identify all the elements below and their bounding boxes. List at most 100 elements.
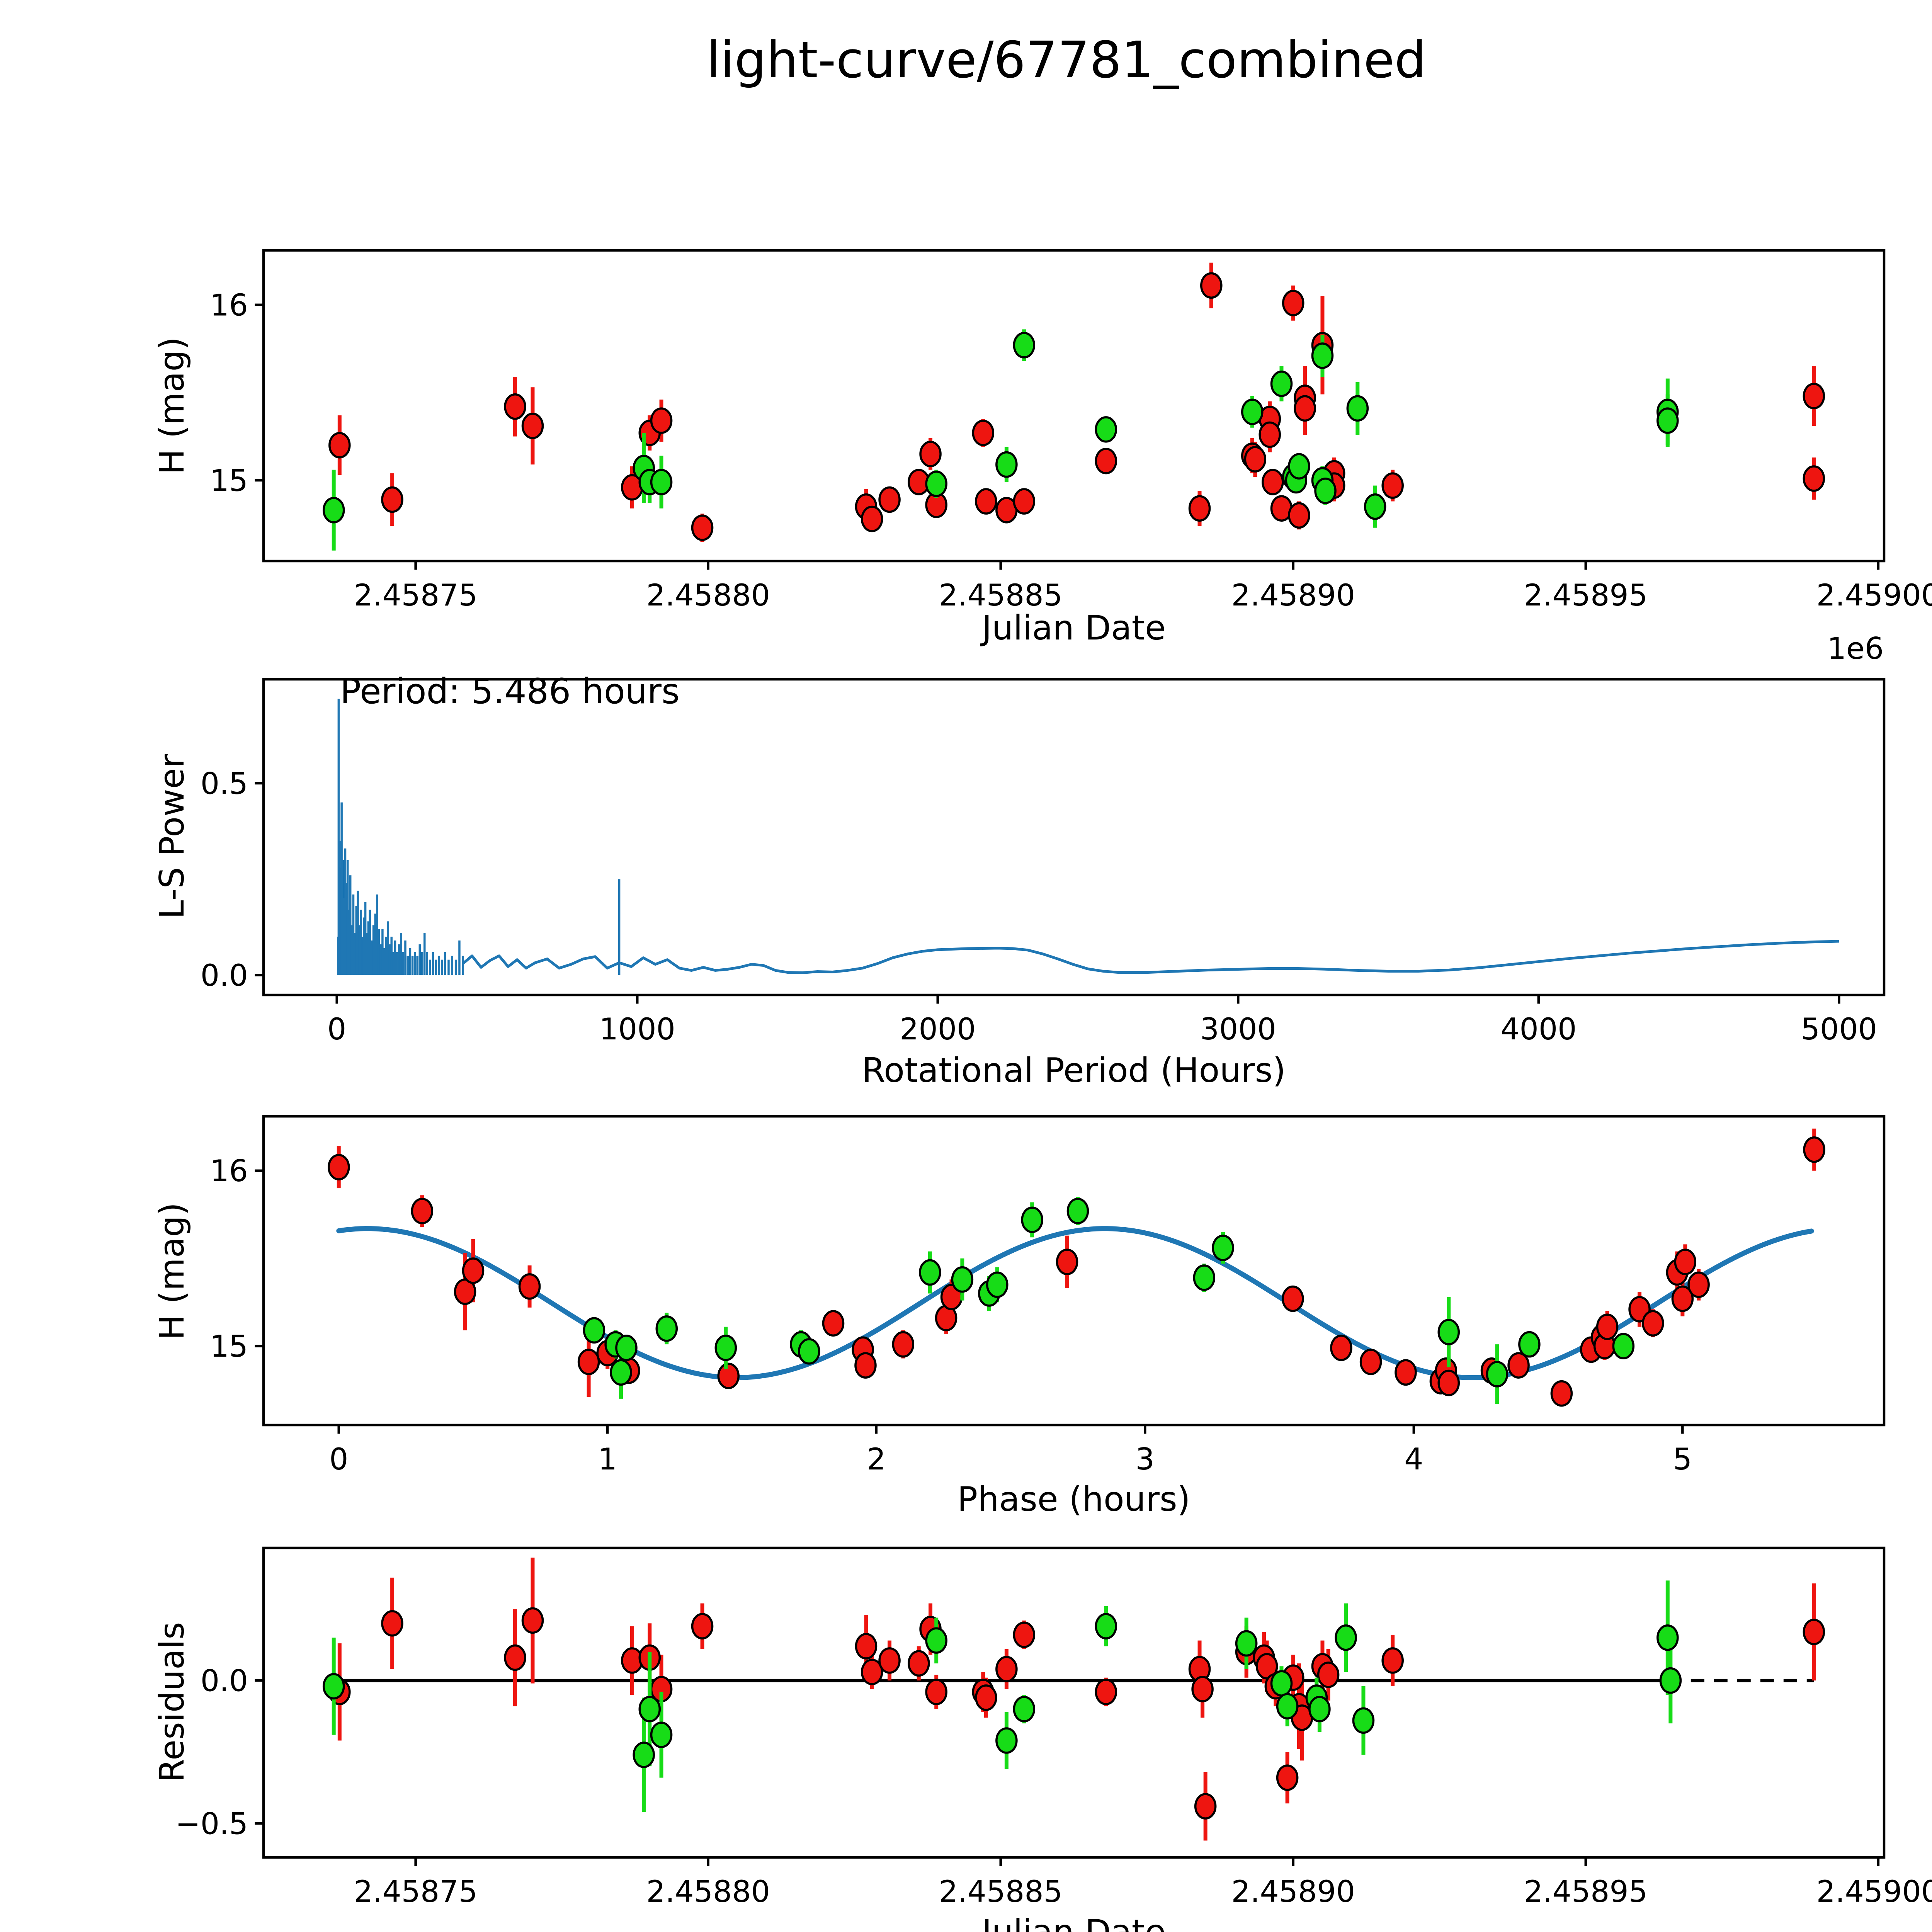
x-tick-label: 2.45880	[646, 578, 770, 613]
red_filter-data-point	[1596, 1313, 1619, 1340]
red_filter-data-point	[717, 1362, 740, 1389]
green_filter-data-point	[1308, 1696, 1331, 1723]
y-tick-label: 16	[210, 1154, 248, 1189]
x-tick-label: 2.45885	[939, 578, 1062, 613]
green_filter-data-point	[1270, 1670, 1293, 1697]
green_filter-data-point	[925, 1627, 947, 1654]
red_filter-data-point	[861, 505, 883, 532]
green_filter-data-point	[951, 1266, 974, 1293]
axes-frame	[262, 249, 1886, 563]
red_filter-data-point	[1687, 1271, 1710, 1298]
panel-phase-folded: 0 1 2 3 4 5 16 15	[210, 1115, 1886, 1477]
red_filter-data-point	[1013, 488, 1036, 515]
green_filter-data-point	[1346, 395, 1369, 422]
red_filter-data-point	[1095, 447, 1117, 474]
red_filter-data-point	[892, 1331, 915, 1358]
red_filter-data-point	[822, 1310, 845, 1337]
green_filter-data-point	[995, 1727, 1018, 1754]
axes-frame	[262, 1115, 1886, 1427]
green_filter-data-point	[1656, 407, 1679, 434]
red_filter-data-point	[995, 1656, 1018, 1682]
red_filter-data-point	[1282, 290, 1304, 316]
red_filter-data-point	[577, 1349, 600, 1375]
panel3-x-axis-label: Julian Date	[980, 1912, 1166, 1932]
red_filter-data-point	[381, 486, 403, 513]
y-tick-label: 0.0	[201, 958, 248, 993]
period-annotation: Period: 5.486 hours	[340, 671, 680, 712]
y-tick-label: 0.0	[201, 1664, 248, 1699]
x-tick-label: 5000	[1801, 1012, 1877, 1047]
green_filter-data-point	[1066, 1197, 1089, 1225]
red_filter-data-point	[1244, 446, 1267, 473]
x-tick-label: 2.45900	[1816, 578, 1932, 613]
y-tick-label: 15	[210, 464, 248, 498]
red_filter-data-point	[1317, 1662, 1340, 1688]
red_filter-data-point	[855, 1633, 878, 1660]
x-tick-label: 0	[327, 1012, 346, 1047]
green_filter-data-point	[583, 1317, 605, 1344]
panel0-y-axis-label: H (mag)	[152, 337, 192, 474]
green_filter-data-point	[1013, 1696, 1036, 1723]
green_filter-data-point	[1314, 478, 1337, 504]
x-tick-label: 2.45885	[939, 1874, 1062, 1909]
green_filter-data-point	[633, 1742, 655, 1768]
red_filter-data-point	[1095, 1679, 1117, 1706]
red_filter-data-point	[878, 486, 901, 513]
green_filter-data-point	[1486, 1361, 1509, 1388]
red_filter-data-point	[328, 432, 351, 459]
red_filter-data-point	[1262, 469, 1284, 495]
x-tick-label: 2.45875	[354, 1874, 477, 1909]
red_filter-data-point	[878, 1647, 901, 1674]
red_filter-data-point	[1056, 1248, 1078, 1276]
green_filter-data-point	[995, 451, 1018, 478]
panel3-y-axis-label: Residuals	[152, 1622, 192, 1782]
red_filter-data-point	[650, 407, 673, 434]
green_filter-data-point	[655, 1315, 678, 1342]
red_filter-data-point	[1194, 1793, 1217, 1820]
red_filter-data-point	[1200, 272, 1223, 299]
green_filter-data-point	[1235, 1630, 1258, 1657]
red_filter-data-point	[1803, 1619, 1825, 1645]
green_filter-data-point	[1212, 1235, 1234, 1261]
x-tick-label: 2.45875	[354, 578, 477, 613]
red_filter-data-point	[521, 412, 544, 439]
green_filter-data-point	[650, 469, 673, 495]
red_filter-data-point	[1550, 1380, 1573, 1407]
green_filter-data-point	[638, 1696, 661, 1723]
red_filter-data-point	[1259, 421, 1281, 448]
red_filter-data-point	[975, 488, 997, 515]
axes-frame	[262, 678, 1886, 997]
red_filter-data-point	[908, 1650, 930, 1677]
red_filter-data-point	[504, 393, 526, 420]
panel-jd-light-curve: 2.45875 2.45880 2.45885 2.45890 2.45895 2.459…	[210, 249, 1932, 613]
green_filter-data-point	[1276, 1693, 1299, 1719]
panel0-x-axis-label: Julian Date	[980, 608, 1166, 648]
x-tick-label: 1	[598, 1442, 617, 1477]
red_filter-data-point	[518, 1273, 541, 1300]
green_filter-data-point	[1335, 1624, 1357, 1651]
red_filter-data-point	[854, 1352, 877, 1379]
red_filter-data-point	[975, 1684, 997, 1711]
red_filter-data-point	[1381, 472, 1404, 499]
red_filter-data-point	[1013, 1621, 1036, 1648]
panel-residuals: 2.45875 2.45880 2.45885 2.45890 2.45895 2.459…	[175, 1546, 1932, 1909]
green_filter-data-point	[1021, 1206, 1043, 1233]
green_filter-data-point	[1095, 416, 1117, 443]
red_filter-data-point	[381, 1610, 403, 1637]
x-tick-label: 2.45895	[1524, 578, 1648, 613]
y-tick-label: 15	[210, 1329, 248, 1364]
y-tick-label: 16	[210, 288, 248, 323]
green_filter-data-point	[1656, 1624, 1679, 1651]
y-tick-label: 0.5	[201, 767, 248, 801]
x-tick-label: 3	[1136, 1442, 1155, 1477]
green_filter-data-point	[1095, 1613, 1117, 1639]
green_filter-data-point	[986, 1271, 1009, 1298]
x-tick-label: 5	[1673, 1442, 1692, 1477]
red_filter-data-point	[861, 1658, 883, 1685]
red_filter-data-point	[1294, 395, 1316, 422]
figure-title: light-curve/67781_combined	[707, 31, 1427, 89]
periodogram-curve	[462, 940, 1839, 974]
green_filter-data-point	[1518, 1331, 1541, 1358]
